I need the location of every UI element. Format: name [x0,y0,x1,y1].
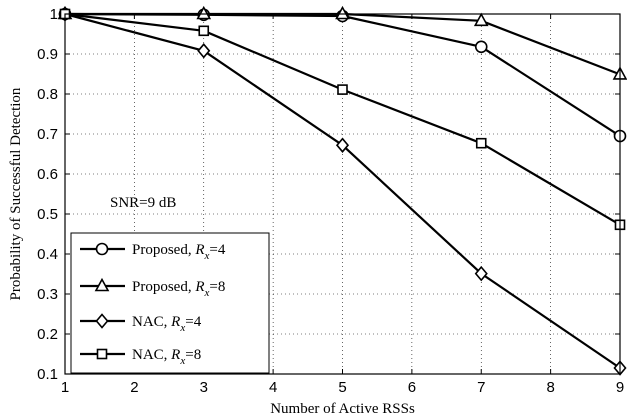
x-tick-label: 3 [200,379,208,396]
triangle-marker [196,5,212,20]
diamond-marker [197,43,211,59]
diamond-marker [474,265,488,282]
circle-marker [95,242,109,256]
legend-label: NAC, Rx=8 [132,347,201,367]
triangle-marker [335,5,350,20]
legend-label: Proposed, Rx=8 [132,279,225,299]
legend-item-4: NAC, Rx=8 [80,347,201,367]
square-marker [337,84,348,95]
y-tick-label: 0.3 [37,286,58,303]
series-line [64,12,621,226]
x-tick-label: 1 [61,379,69,396]
y-axis-label: Probability of Successful Detection [8,87,24,300]
legend-item-3: NAC, Rx=4 [80,313,202,334]
diamond-marker [335,137,350,153]
legend-label: Proposed, Rx=4 [132,242,226,262]
square-marker [475,137,487,149]
y-tick-label: 0.7 [37,126,58,143]
legend-item-2: Proposed, Rx=8 [80,277,225,299]
x-tick-label: 5 [338,379,346,396]
x-tick-label: 7 [477,379,485,396]
y-tick-label: 0.8 [37,86,58,103]
x-tick-label: 9 [616,379,624,396]
y-tick-label: 0.9 [37,46,58,63]
legend-item-1: Proposed, Rx=4 [80,242,226,262]
circle-marker [474,40,488,54]
y-tick-label: 0.6 [37,166,58,183]
snr-annotation: SNR=9 dB [110,195,176,211]
plot-frame [64,13,621,375]
legend: Proposed, Rx=4 Proposed, Rx=8 NAC, Rx=4 NAC… [70,232,270,374]
legend-label: NAC, Rx=4 [132,314,202,334]
y-tick-label: 0.4 [37,246,58,263]
x-axis-label: Number of Active RSSs [270,401,415,417]
y-tick-label: 1 [50,6,58,23]
y-tick-label: 0.1 [37,366,58,383]
x-tick-label: 6 [408,379,416,396]
series-2 [57,5,627,80]
triangle-marker [94,277,110,292]
square-marker [198,25,210,37]
x-tick-label: 2 [130,379,138,396]
triangle-marker [473,12,489,27]
diamond-marker [95,313,109,329]
y-tick-label: 0.2 [37,326,58,343]
y-tick-label: 0.5 [37,206,58,223]
x-tick-label: 4 [269,379,277,396]
x-tick-label: 8 [546,379,554,396]
square-marker [96,348,108,360]
